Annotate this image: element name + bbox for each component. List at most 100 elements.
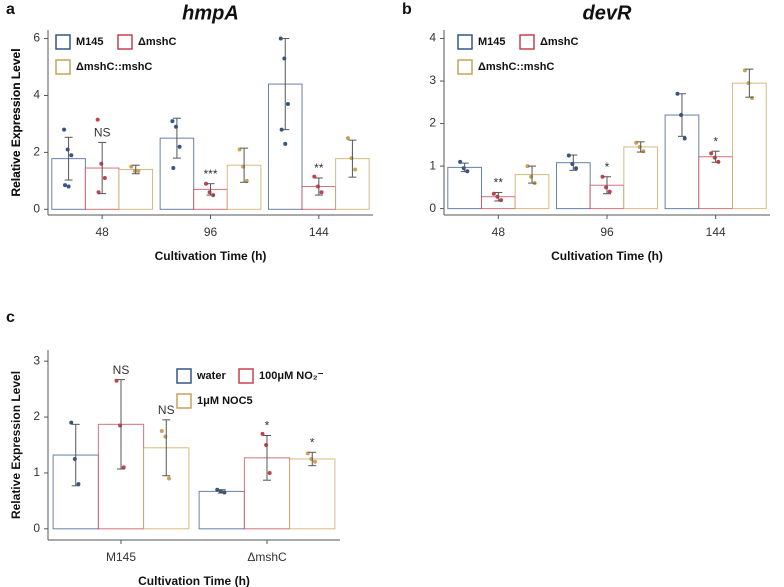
y-tick-label: 6 (33, 31, 40, 45)
data-point (319, 190, 324, 195)
data-point (62, 183, 67, 188)
x-axis-label: Cultivation Time (h) (551, 249, 663, 263)
data-point (285, 102, 290, 106)
legend-label: 1μM NOC5 (197, 395, 253, 407)
significance-label: ** (494, 176, 504, 190)
legend-label: M145 (76, 36, 104, 48)
data-point (159, 429, 164, 434)
legend-swatch (176, 393, 192, 409)
data-point (283, 141, 288, 146)
x-tick-label: ΔmshC (247, 550, 287, 564)
y-tick-label: 0 (33, 201, 40, 215)
data-point (574, 166, 579, 171)
y-tick-label: 2 (429, 116, 436, 130)
data-point (525, 164, 530, 169)
significance-label: NS (113, 363, 130, 377)
legend-swatch (238, 368, 254, 384)
data-point (170, 119, 175, 124)
significance-label: ** (314, 161, 324, 175)
data-point (600, 174, 605, 179)
legend-swatch (55, 34, 71, 50)
data-point (222, 490, 227, 495)
y-tick-label: 1 (429, 158, 436, 172)
legend-swatch (457, 34, 473, 50)
data-point (499, 198, 504, 203)
legend-swatch (457, 59, 473, 75)
data-point (177, 144, 182, 149)
y-tick-label: 0 (33, 521, 40, 535)
x-tick-label: 96 (600, 225, 614, 239)
legend-swatch (55, 59, 71, 75)
data-point (679, 113, 684, 118)
bar (289, 458, 336, 530)
panel-letter: c (6, 309, 15, 326)
data-point (675, 91, 680, 96)
data-point (607, 189, 612, 194)
x-tick-label: 48 (95, 225, 109, 239)
x-tick-label: 144 (309, 225, 329, 239)
data-point (634, 140, 639, 145)
data-point (267, 470, 272, 475)
bar (732, 82, 767, 210)
legend-swatch (519, 34, 535, 50)
significance-label: NS (94, 126, 111, 140)
y-axis-label: Relative Expression Level (9, 48, 23, 196)
data-point (566, 153, 571, 158)
data-point (69, 420, 74, 425)
chart-title: hmpA (182, 2, 239, 24)
y-axis-label: Relative Expression Level (9, 48, 23, 196)
y-tick-label: 4 (429, 31, 436, 45)
chart-title: devR (583, 2, 632, 24)
bar (226, 164, 262, 210)
data-point (99, 161, 104, 166)
significance-label: NS (158, 403, 175, 417)
significance-label: * (310, 435, 315, 449)
legend-swatch (117, 34, 133, 50)
legend-label: ΔmshC (138, 36, 177, 48)
x-axis-label: Cultivation Time (h) (155, 249, 267, 263)
data-point (641, 149, 646, 154)
data-point (204, 181, 208, 186)
data-point (750, 96, 755, 101)
legend-swatch (176, 368, 192, 384)
y-tick-label: 1 (33, 465, 40, 479)
bar (623, 146, 659, 210)
y-tick-label: 3 (429, 73, 436, 87)
legend-label: 100μM NO₂⁻ (259, 370, 324, 382)
bar (447, 166, 482, 210)
y-axis-label: Relative Expression Level (9, 371, 23, 519)
x-axis-label: Cultivation Time (h) (138, 574, 250, 587)
data-point (62, 127, 67, 132)
data-point (260, 431, 265, 436)
data-point (102, 176, 107, 180)
data-point (66, 184, 71, 189)
data-point (95, 117, 100, 122)
y-tick-label: 2 (33, 145, 40, 159)
data-point (312, 459, 317, 464)
legend-label: ΔmshC::mshC (76, 61, 152, 73)
significance-label: * (605, 160, 610, 174)
bar (118, 168, 154, 210)
significance-label: * (265, 419, 270, 433)
data-point (637, 144, 642, 149)
bar (143, 447, 190, 530)
legend-label: water (196, 370, 226, 382)
data-point (69, 153, 74, 158)
significance-label: * (713, 134, 718, 148)
data-point (76, 482, 81, 487)
data-point (136, 168, 141, 173)
data-point (278, 36, 283, 41)
data-point (171, 166, 176, 171)
data-point (121, 465, 126, 470)
panel-letter: a (6, 1, 15, 18)
data-point (709, 151, 714, 156)
data-point (682, 136, 687, 141)
y-tick-label: 2 (33, 409, 40, 423)
data-point (353, 167, 358, 172)
y-tick-label: 0 (429, 201, 436, 215)
legend-label: ΔmshC (540, 36, 579, 48)
bar (698, 156, 734, 210)
x-tick-label: 48 (492, 225, 506, 239)
x-tick-label: 96 (204, 225, 218, 239)
